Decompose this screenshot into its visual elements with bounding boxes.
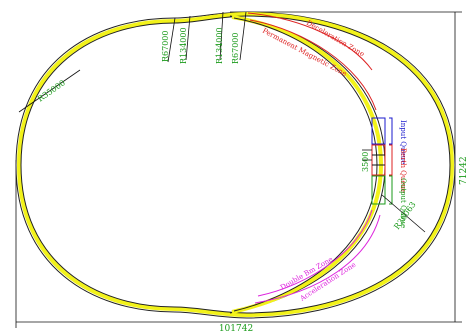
top-radius-label-2: R134000 [179, 27, 188, 64]
left-radius-leader [18, 69, 81, 113]
track-outer-outline [15, 11, 456, 319]
output-queue-box [371, 175, 386, 205]
input-queue-bracket [389, 117, 393, 145]
top-radius-label-3: R134000 [215, 27, 224, 64]
lower-right-radius-leader [381, 194, 426, 233]
labels: R35000 R36063 101742 71242 3500 R67000 R… [36, 19, 469, 334]
output-queue-bracket [389, 175, 393, 205]
top-radius-label-4: R67000 [231, 33, 240, 64]
double-bm-zone-line [257, 209, 373, 297]
berth-queue-bracket [389, 144, 393, 176]
deceleration-zone-line [247, 12, 373, 71]
top-radius-label-1: R67000 [161, 31, 170, 62]
top-radius-leader-3 [219, 11, 224, 61]
permanent-magnetic-zone-line [249, 19, 377, 111]
zone-markings [247, 12, 381, 304]
track-inner-outline [20, 15, 451, 314]
input-queue-box [371, 117, 386, 145]
radius-leaders [18, 11, 426, 233]
top-radius-leader-2 [185, 15, 191, 61]
inner-siding-yellow [231, 15, 384, 314]
berth-queue-label: Berth Queue [399, 148, 407, 193]
queue-boxes [371, 117, 393, 205]
overall-height-label: 71242 [459, 156, 469, 185]
overall-width-label: 101742 [219, 324, 253, 334]
top-radius-leader-1 [167, 17, 176, 63]
gap-label: 3500 [361, 152, 370, 172]
top-radius-leader-4 [239, 11, 247, 61]
acceleration-zone-line [254, 214, 381, 304]
input-queue-label: Input Queue [399, 120, 407, 164]
track-yellow-band [16, 11, 455, 318]
dimension-frame [15, 11, 462, 328]
output-queue-label: Output Queue [399, 178, 407, 228]
